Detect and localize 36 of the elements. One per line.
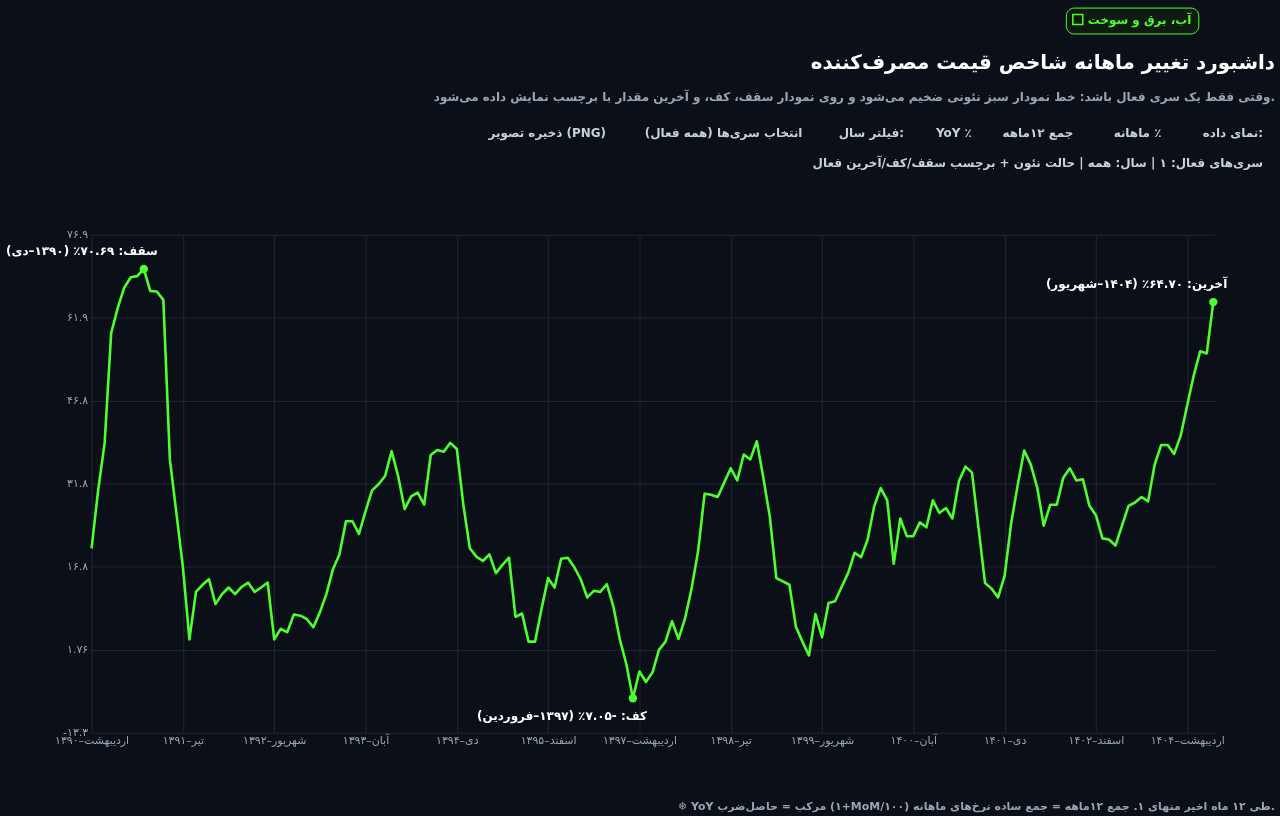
text: ذخیره تصویر (PNG) [487, 126, 607, 142]
x-tick-label: ۱۳۹۴–دی [436, 734, 479, 748]
annotation: سقف: ۷۰.۶۹٪ (۱۳۹۰–دی) [5, 244, 158, 259]
chart-subtitle: وقتی فقط یک سری فعال باشد: خط نمودار سبز نئونی ضخیم می‌شود و روی نمودار سقف، کف، و آخرین مقدار با برچسب نمایش داده می‌شود. [433, 89, 1276, 106]
x-tick-label: ۱۴۰۰–آبان [890, 733, 938, 748]
y-tick-label: ۱.۷۶ [67, 643, 89, 657]
point [139, 264, 148, 274]
y-tick-label: ۴۶.۸ [67, 394, 89, 408]
text: سری‌های فعال: ۱ | سال: همه | حالت نئون + برچسب سقف/کف/آخرین فعال [812, 154, 1264, 171]
x-tick-label: ۱۳۹۷–اردیبهشت [602, 734, 677, 748]
text: نمای داده: [1202, 126, 1264, 141]
point [628, 694, 638, 703]
y-tick-label: ۱۶.۸ [67, 560, 89, 574]
text: جمع ۱۲ماهه [1002, 126, 1074, 141]
annotation: آخرین: ۶۴.۷۰٪ (۱۴۰۴–شهریور) [1045, 276, 1229, 293]
annotation: کف: -۷.۰۵٪ (۱۳۹۷–فروردین) [477, 709, 647, 725]
text: انتخاب سری‌ها (همه فعال) [644, 126, 803, 141]
text: ماهانه ٪ [1113, 126, 1162, 141]
y-tick-label: ۷۶.۹ [67, 228, 89, 242]
x-tick-label: ۱۴۰۲–اسفند [1068, 734, 1125, 748]
x-tick-label: ۱۴۰۱–دی [983, 734, 1027, 748]
y-tick-label: ۳۱.۸ [67, 477, 89, 491]
text: ❄ YoY مرکب = حاصل‌ضرب (۱+MoM/۱۰۰) طی ۱۲ ماه اخیر منهای ۱. جمع ۱۲ماهه = جمع ساده نرخ‌های ماهانه. [678, 800, 1276, 814]
text: YoY ٪ [934, 126, 972, 141]
x-tick-label: ۱۳۹۳–آبان [342, 733, 391, 748]
x-tick-label: ۱۳۹۲–شهریور [243, 734, 307, 748]
x-tick-label: ۱۴۰۴–اردیبهشت [1150, 734, 1225, 748]
x-tick-label: ۱۳۹۸–تیر [710, 734, 752, 748]
x-tick-label: ۱۳۹۱–تیر [162, 734, 205, 748]
chart-title: داشبورد تغییر ماهانه شاخص قیمت مصرف‌کننده [810, 51, 1276, 75]
point [1209, 297, 1218, 307]
text: فیلتر سال: [838, 126, 905, 141]
y-tick-label: ۶۱.۹ [67, 311, 89, 325]
x-tick-label: ۱۳۹۹–شهریور [790, 734, 855, 748]
legend-label: آب، برق و سوخت [1087, 11, 1193, 28]
x-tick-label: ۱۳۹۵–اسفند [520, 734, 577, 748]
